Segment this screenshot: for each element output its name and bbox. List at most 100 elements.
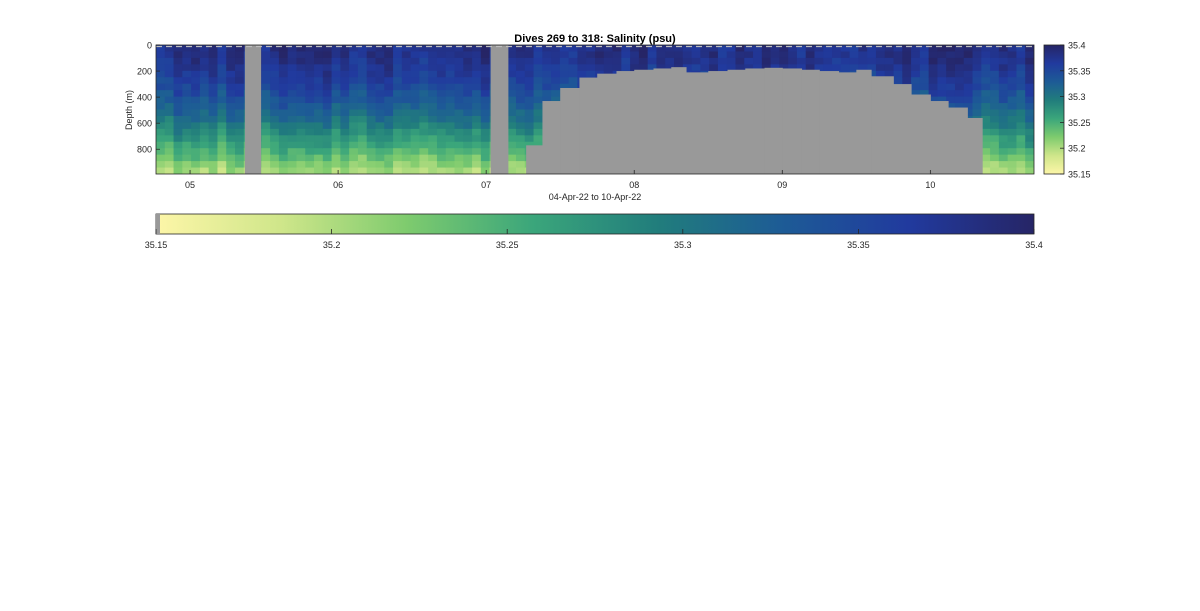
heatmap-cell [472,154,482,162]
heatmap-cell [340,128,350,136]
heatmap-cell [314,141,324,149]
heatmap-cell [331,57,341,65]
heatmap-cell [463,135,473,143]
heatmap-cell [981,90,991,98]
heatmap-cell [296,103,306,111]
heatmap-cell [682,45,693,53]
heatmap-cell [779,64,789,72]
heatmap-cell [182,64,192,72]
heatmap-cell [270,161,280,169]
heatmap-cell [454,115,464,123]
heatmap-cell [726,45,737,53]
heatmap-cell [182,51,192,59]
heatmap-cell [340,141,350,149]
heatmap-cell [173,51,183,59]
heatmap-cell [682,64,693,72]
heatmap-cell [507,167,517,174]
heatmap-cell [340,70,350,78]
heatmap-cell [375,109,385,117]
heatmap-cell [349,128,359,136]
heatmap-cell [463,77,473,85]
heatmap-cell [735,45,745,53]
heatmap-cell [524,64,535,72]
heatmap-cell [472,45,482,53]
heatmap-cell [981,77,991,85]
x-axis-ticks: 05 06 07 08 09 10 [185,170,935,190]
heatmap-cell [893,70,903,78]
heatmap-cell [454,122,464,130]
heatmap-cell [436,103,447,111]
heatmap-cell [972,64,982,72]
heatmap-cell [875,51,886,59]
heatmap-cell [401,51,412,59]
heatmap-cell [191,77,201,85]
heatmap-cell [990,45,1000,53]
heatmap-cell [875,70,886,78]
heatmap-cell [867,70,877,78]
heatmap-cell [261,77,271,85]
heatmap-cell [182,57,192,65]
heatmap-cell [296,83,306,91]
heatmap-cell [893,57,903,65]
no-data-column [686,72,709,174]
no-data-column [653,68,672,174]
heatmap-cell [287,154,298,162]
x-tick-label: 08 [629,180,639,190]
heatmap-cell [226,135,236,143]
heatmap-cell [1016,57,1026,65]
heatmap-cell [357,51,368,59]
heatmap-cell [463,83,473,91]
heatmap-cell [515,70,526,78]
heatmap-cell [208,77,219,85]
heatmap-cell [524,141,535,149]
heatmap-cell [823,45,833,53]
heatmap-cell [156,103,166,111]
heatmap-cell [1025,70,1034,78]
heatmap-cell [436,154,447,162]
colorbar-tick-label: 35.25 [1068,118,1091,128]
heatmap-cell [796,64,807,72]
heatmap-cell [454,103,464,111]
heatmap-cell [586,57,596,65]
heatmap-cell [199,103,210,111]
heatmap-cell [981,148,991,156]
heatmap-cell [235,77,245,85]
heatmap-cell [199,115,210,123]
heatmap-cell [199,51,210,59]
heatmap-cell [463,103,473,111]
heatmap-cell [191,64,201,72]
heatmap-cell [287,77,298,85]
heatmap-cell [717,51,728,59]
heatmap-cell [990,77,1000,85]
heatmap-cell [261,83,271,91]
heatmap-cell [208,45,219,53]
heatmap-cell [735,51,745,59]
heatmap-cell [305,115,315,123]
heatmap-cell [410,96,420,104]
heatmap-cell [814,45,824,53]
heatmap-cell [990,57,1000,65]
heatmap-cell [472,51,482,59]
heatmap-cell [156,161,166,169]
heatmap-cell [445,148,456,156]
heatmap-cell [410,161,420,169]
heatmap-cell [1025,115,1034,123]
heatmap-cell [191,148,201,156]
no-data-column [708,71,729,174]
heatmap-cell [164,128,175,136]
heatmap-cell [436,45,447,53]
heatmap-cell [173,103,183,111]
heatmap-cell [436,135,447,143]
heatmap-cell [911,70,921,78]
heatmap-cell [156,70,166,78]
heatmap-cell [436,148,447,156]
heatmap-cell [533,90,543,98]
heatmap-cell [208,135,219,143]
heatmap-cell [436,115,447,123]
heatmap-cell [849,57,859,65]
heatmap-cell [401,128,412,136]
heatmap-cell [902,77,912,85]
heatmap-cell [322,57,333,65]
heatmap-cell [656,57,666,65]
heatmap-cell [419,141,429,149]
